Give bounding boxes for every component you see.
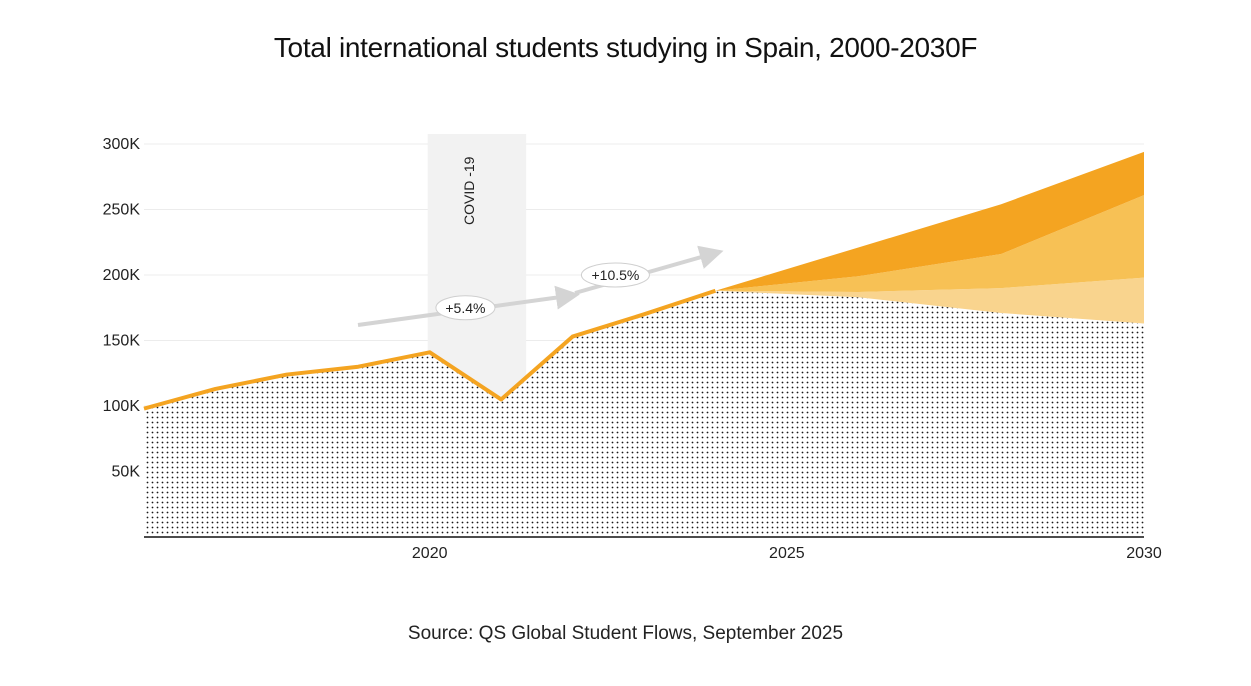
- y-tick-label: 100K: [103, 398, 141, 415]
- forecast-band-3: [715, 151, 1144, 291]
- forecast-band-2: [715, 195, 1144, 293]
- covid-band: [427, 134, 527, 400]
- actual-line: [143, 288, 717, 411]
- growth-badge: [580, 262, 650, 288]
- x-tick-label: 2025: [769, 545, 805, 562]
- growth-badge: [435, 295, 496, 321]
- covid-label: COVID -19: [461, 156, 477, 225]
- y-tick-label: 50K: [112, 464, 141, 481]
- growth-label: +5.4%: [445, 300, 485, 316]
- y-tick-label: 200K: [103, 267, 141, 284]
- forecast-band-1: [715, 277, 1144, 324]
- x-tick-label: 2020: [412, 545, 448, 562]
- chart-source: Source: QS Global Student Flows, Septemb…: [407, 623, 844, 644]
- y-tick-label: 300K: [103, 136, 141, 153]
- chart-title: Total international students studying in…: [273, 32, 978, 63]
- historical-area: [144, 290, 1144, 537]
- x-tick-label: 2030: [1126, 545, 1162, 562]
- y-tick-label: 150K: [103, 333, 141, 350]
- y-tick-label: 250K: [103, 202, 141, 219]
- growth-label: +10.5%: [591, 267, 639, 283]
